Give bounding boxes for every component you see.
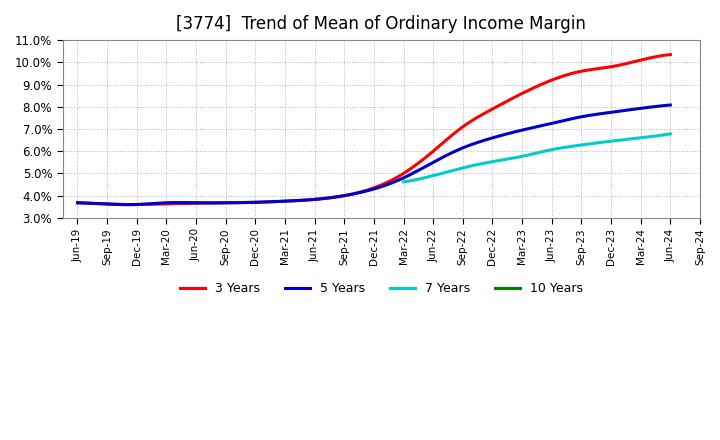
5 Years <box>613 109 621 114</box>
7 Years <box>666 131 675 136</box>
Title: [3774]  Trend of Mean of Ordinary Income Margin: [3774] Trend of Mean of Ordinary Income … <box>176 15 586 33</box>
3 Years <box>75 200 84 205</box>
Legend: 3 Years, 5 Years, 7 Years, 10 Years: 3 Years, 5 Years, 7 Years, 10 Years <box>175 278 588 301</box>
7 Years <box>400 179 409 184</box>
3 Years <box>613 63 621 68</box>
5 Years <box>75 200 84 205</box>
3 Years <box>666 52 675 57</box>
7 Years <box>624 136 633 142</box>
3 Years <box>73 200 82 205</box>
5 Years <box>426 161 435 166</box>
3 Years <box>428 149 437 154</box>
Line: 5 Years: 5 Years <box>78 105 670 205</box>
7 Years <box>557 145 566 150</box>
5 Years <box>438 155 446 160</box>
7 Years <box>558 145 567 150</box>
Line: 3 Years: 3 Years <box>78 55 670 205</box>
3 Years <box>575 69 583 74</box>
7 Years <box>641 135 649 140</box>
3 Years <box>426 151 435 156</box>
5 Years <box>122 202 131 207</box>
3 Years <box>129 202 138 207</box>
5 Years <box>428 160 437 165</box>
7 Years <box>562 144 571 150</box>
5 Years <box>575 114 583 120</box>
Line: 7 Years: 7 Years <box>404 134 670 182</box>
3 Years <box>438 141 446 146</box>
5 Years <box>666 103 675 108</box>
7 Years <box>400 179 408 184</box>
5 Years <box>73 200 82 205</box>
